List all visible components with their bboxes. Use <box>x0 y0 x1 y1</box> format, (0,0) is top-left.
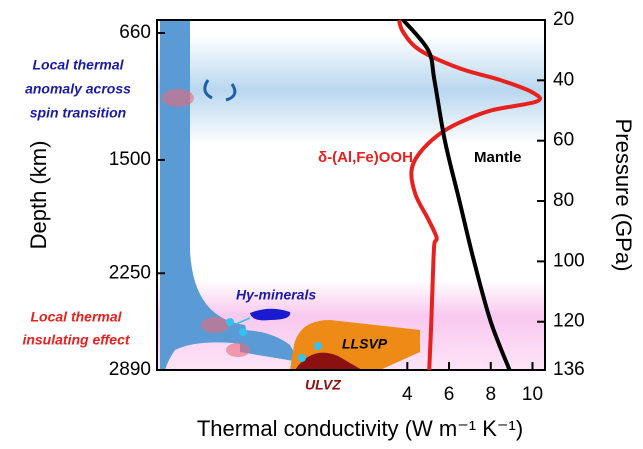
annotation: insulating effect <box>22 332 130 348</box>
y-tick-label: 2250 <box>109 262 151 283</box>
y2-tick-label: 20 <box>553 9 574 30</box>
series-label: Mantle <box>474 149 522 166</box>
annotation: Local thermal <box>32 57 124 73</box>
annotation: Local thermal <box>30 309 122 325</box>
annotation: ULVZ <box>305 377 341 393</box>
particle <box>226 318 234 326</box>
annotation: Hy-minerals <box>236 287 316 303</box>
plot-frame <box>156 19 546 371</box>
arrow <box>235 317 251 325</box>
y-tick-label: 660 <box>119 22 151 43</box>
y-tick-label: 2890 <box>109 359 151 380</box>
y2-tick-label: 120 <box>553 311 585 332</box>
flow <box>240 330 300 362</box>
plume <box>160 20 250 370</box>
x-axis-label: Thermal conductivity (W m⁻¹ K⁻¹) <box>197 416 523 441</box>
annotation: LLSVP <box>342 336 388 352</box>
particle <box>239 328 247 336</box>
spin-band <box>157 35 545 145</box>
x-tick-label: 8 <box>485 384 496 405</box>
y-axis-label: Depth (km) <box>26 141 51 250</box>
series-line <box>401 18 512 371</box>
x-tick-label: 10 <box>522 384 543 405</box>
y2-tick-label: 40 <box>553 69 574 90</box>
particle <box>314 342 322 350</box>
hy-mineral-blob <box>250 308 291 321</box>
y2-axis-label: Pressure (GPa) <box>611 119 636 272</box>
series-label: δ-(Al,Fe)OOH <box>318 149 413 166</box>
hot-spot <box>162 89 194 107</box>
ulvz <box>295 352 362 370</box>
annotation: spin transition <box>30 105 126 121</box>
y2-tick-label: 60 <box>553 130 574 151</box>
x-tick-label: 4 <box>402 384 413 405</box>
y2-tick-label: 136 <box>553 359 585 380</box>
rotation-icon <box>203 79 237 102</box>
annotation: anomaly across <box>25 81 131 97</box>
y2-tick-label: 100 <box>553 250 585 271</box>
hot-spot <box>226 343 250 357</box>
hot-spot <box>201 317 229 333</box>
y-tick-label: 1500 <box>109 149 151 170</box>
particle <box>298 354 306 362</box>
curves <box>397 18 542 371</box>
y2-tick-label: 80 <box>553 190 574 211</box>
series-line <box>397 19 542 371</box>
x-tick-label: 6 <box>444 384 455 405</box>
